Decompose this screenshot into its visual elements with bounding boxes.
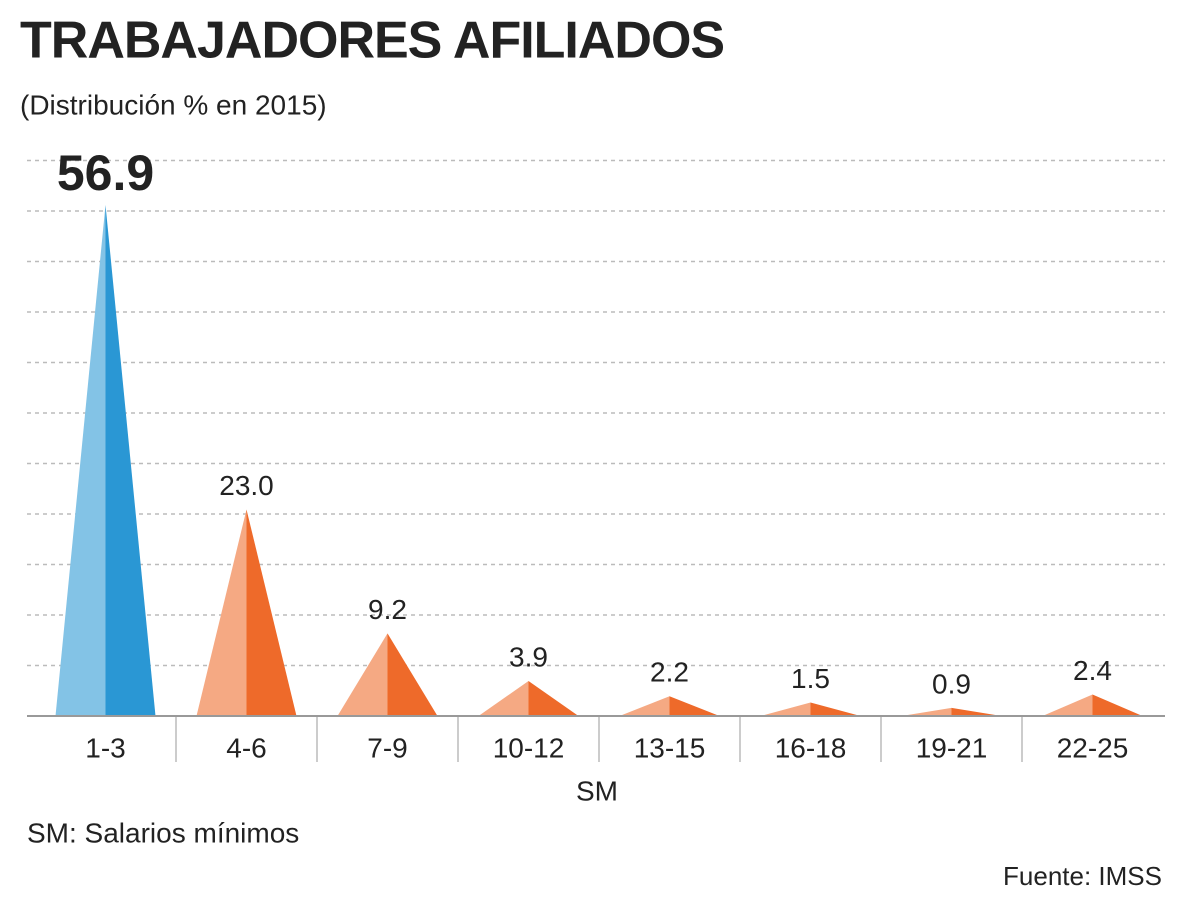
- value-label: 0.9: [932, 668, 971, 699]
- bar-left: [619, 696, 670, 716]
- value-label: 1.5: [791, 663, 830, 694]
- bar-left: [55, 205, 106, 716]
- bar-right: [810, 702, 861, 716]
- x-axis-label: SM: [576, 775, 618, 806]
- bar-left: [478, 680, 529, 716]
- x-tick-label: 4-6: [226, 732, 266, 763]
- value-label: 2.4: [1073, 655, 1112, 686]
- bar-left: [760, 702, 811, 716]
- chart-title: TRABAJADORES AFILIADOS: [20, 12, 724, 70]
- value-label: 23.0: [219, 470, 274, 501]
- bar-left: [337, 633, 388, 716]
- chart-subtitle: (Distribución % en 2015): [20, 89, 327, 120]
- value-label: 2.2: [650, 657, 689, 688]
- bar-right: [246, 509, 297, 716]
- x-tick-label: 7-9: [367, 732, 407, 763]
- bar-right: [669, 696, 720, 716]
- source: Fuente: IMSS: [1003, 861, 1162, 891]
- x-tick-label: 19-21: [916, 732, 988, 763]
- bar-right: [105, 205, 156, 716]
- bar-left: [1042, 694, 1093, 716]
- bar-right: [387, 633, 438, 716]
- x-tick-label: 13-15: [634, 732, 706, 763]
- bar-right: [528, 680, 579, 716]
- value-label: 9.2: [368, 594, 407, 625]
- bar-left: [901, 707, 952, 716]
- bar-right: [951, 707, 1002, 716]
- x-tick-label: 16-18: [775, 732, 847, 763]
- note: SM: Salarios mínimos: [27, 817, 299, 848]
- x-tick-label: 10-12: [493, 732, 565, 763]
- value-label: 56.9: [57, 145, 154, 201]
- bar-right: [1092, 694, 1143, 716]
- x-tick-label: 22-25: [1057, 732, 1129, 763]
- x-tick-label: 1-3: [85, 732, 125, 763]
- bar-left: [196, 509, 247, 716]
- value-label: 3.9: [509, 641, 548, 672]
